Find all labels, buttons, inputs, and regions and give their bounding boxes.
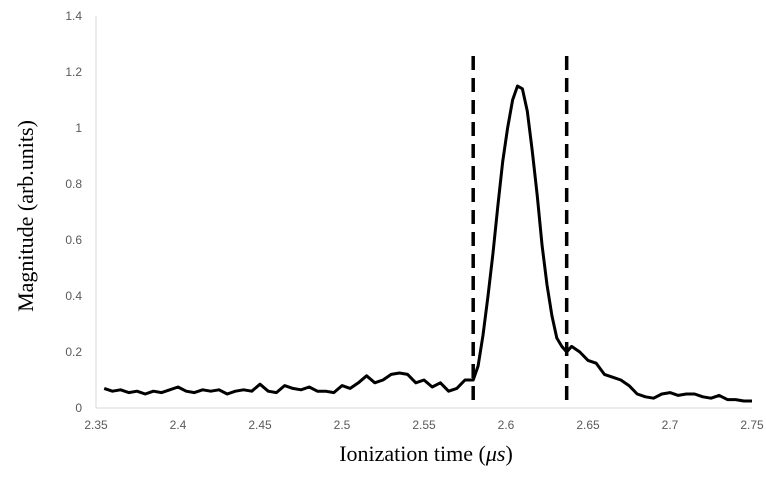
x-axis-title-close: ) (505, 441, 512, 466)
dashed-markers (471, 56, 569, 408)
x-tick-label: 2.35 (84, 418, 108, 432)
x-tick-label: 2.65 (576, 418, 600, 432)
y-tick-label: 0.4 (65, 289, 82, 303)
x-tick-label: 2.75 (740, 418, 764, 432)
y-tick-label: 1.4 (65, 9, 82, 23)
y-tick-label: 0 (75, 401, 82, 415)
series-line (103, 84, 752, 403)
x-tick-label: 2.7 (662, 418, 679, 432)
x-tick-labels: 2.35 2.4 2.45 2.5 2.55 2.6 2.65 2.7 2.75 (84, 418, 764, 432)
x-tick-label: 2.6 (498, 418, 515, 432)
x-axis-title-text: Ionization time ( (339, 441, 486, 466)
y-tick-label: 0.6 (65, 233, 82, 247)
x-axis-title: Ionization time (μs) (339, 441, 513, 466)
x-tick-label: 2.45 (248, 418, 272, 432)
y-tick-labels: 0 0.2 0.4 0.6 0.8 1 1.2 1.4 (65, 9, 82, 415)
y-tick-label: 1 (75, 121, 82, 135)
y-axis-title: Magnitude (arb.units) (13, 120, 38, 312)
y-tick-label: 0.8 (65, 177, 82, 191)
y-tick-label: 1.2 (65, 65, 82, 79)
x-tick-label: 2.5 (334, 418, 351, 432)
x-tick-label: 2.4 (170, 418, 187, 432)
x-tick-label: 2.55 (412, 418, 436, 432)
x-axis-title-unit: μs (485, 441, 506, 466)
y-tick-label: 0.2 (65, 345, 82, 359)
